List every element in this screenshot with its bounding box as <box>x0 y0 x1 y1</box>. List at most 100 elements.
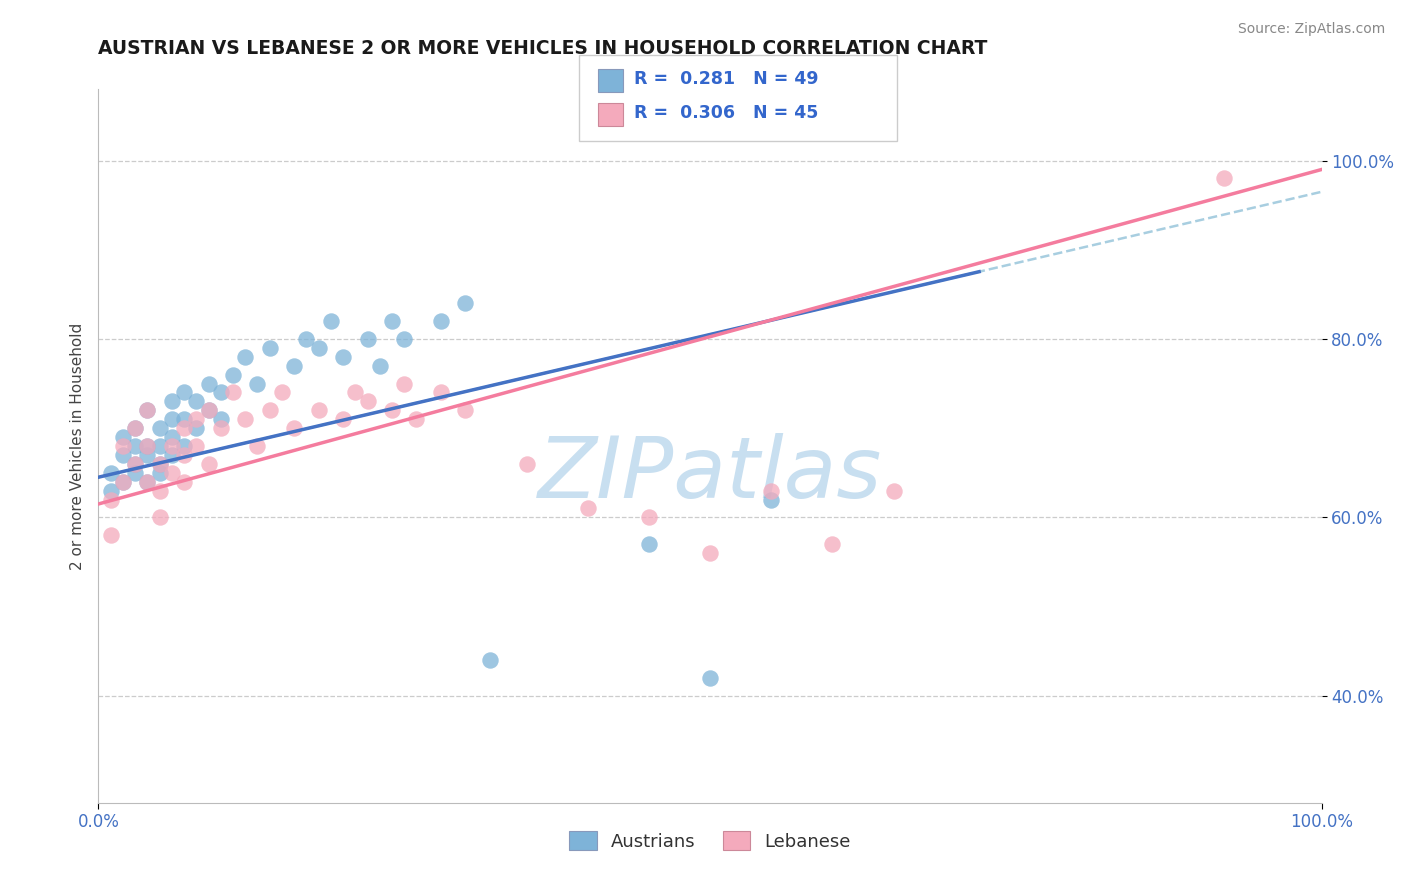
Point <box>160 430 183 444</box>
Point <box>160 394 183 409</box>
Text: R =  0.281   N = 49: R = 0.281 N = 49 <box>634 70 818 88</box>
Point <box>381 403 404 417</box>
Point <box>222 368 245 382</box>
Point <box>308 341 330 355</box>
Point <box>319 314 342 328</box>
Point <box>160 448 183 462</box>
Point <box>111 475 134 489</box>
Text: ZIPatlas: ZIPatlas <box>538 433 882 516</box>
Point <box>173 421 195 435</box>
Text: R =  0.306   N = 45: R = 0.306 N = 45 <box>634 104 818 122</box>
Point <box>356 394 378 409</box>
Point <box>111 439 134 453</box>
Point <box>283 421 305 435</box>
Point <box>430 385 453 400</box>
Point <box>332 412 354 426</box>
Point <box>111 475 134 489</box>
Point <box>454 296 477 310</box>
Point <box>160 439 183 453</box>
Point <box>197 457 219 471</box>
Point <box>246 376 269 391</box>
Point <box>136 448 159 462</box>
Point <box>368 359 391 373</box>
Text: Source: ZipAtlas.com: Source: ZipAtlas.com <box>1237 22 1385 37</box>
Point <box>124 421 146 435</box>
Point <box>308 403 330 417</box>
Point <box>883 483 905 498</box>
Point <box>381 314 404 328</box>
Point <box>454 403 477 417</box>
Point <box>344 385 367 400</box>
Point <box>295 332 318 346</box>
Point <box>136 403 159 417</box>
Point <box>149 439 172 453</box>
Point <box>173 385 195 400</box>
Point <box>259 341 281 355</box>
Point <box>124 466 146 480</box>
Point <box>100 492 122 507</box>
Point <box>173 475 195 489</box>
Point <box>173 439 195 453</box>
Point <box>761 492 783 507</box>
Point <box>149 483 172 498</box>
Point <box>761 483 783 498</box>
Point <box>149 510 172 524</box>
Point <box>111 448 134 462</box>
Point <box>160 412 183 426</box>
Point <box>124 421 146 435</box>
Point <box>246 439 269 453</box>
Point <box>136 475 159 489</box>
Point <box>124 457 146 471</box>
Point <box>136 403 159 417</box>
Point <box>197 403 219 417</box>
Point <box>233 412 256 426</box>
Point <box>111 430 134 444</box>
Point <box>186 439 208 453</box>
Point <box>576 501 599 516</box>
Point <box>699 671 721 685</box>
Point <box>124 439 146 453</box>
Point <box>100 483 122 498</box>
Point <box>259 403 281 417</box>
Point <box>209 412 232 426</box>
Point <box>699 546 721 560</box>
Point <box>160 466 183 480</box>
Point <box>136 439 159 453</box>
Point <box>100 528 122 542</box>
Point <box>515 457 537 471</box>
Point <box>197 403 219 417</box>
Point <box>100 466 122 480</box>
Point <box>173 412 195 426</box>
Point <box>478 653 501 667</box>
Text: AUSTRIAN VS LEBANESE 2 OR MORE VEHICLES IN HOUSEHOLD CORRELATION CHART: AUSTRIAN VS LEBANESE 2 OR MORE VEHICLES … <box>98 39 988 58</box>
Point <box>173 448 195 462</box>
Point <box>149 457 172 471</box>
Point <box>821 537 844 551</box>
Point <box>186 394 208 409</box>
Y-axis label: 2 or more Vehicles in Household: 2 or more Vehicles in Household <box>69 322 84 570</box>
Point <box>637 537 661 551</box>
Point <box>392 376 416 391</box>
Point <box>186 421 208 435</box>
Point <box>124 457 146 471</box>
Point <box>1212 171 1234 186</box>
Point <box>222 385 245 400</box>
Point <box>209 385 232 400</box>
Point <box>430 314 453 328</box>
Point <box>356 332 378 346</box>
Point <box>270 385 294 400</box>
Point <box>392 332 416 346</box>
Point <box>233 350 256 364</box>
Point <box>136 439 159 453</box>
Point <box>405 412 427 426</box>
Point <box>149 457 172 471</box>
Point <box>209 421 232 435</box>
Point <box>637 510 661 524</box>
Point <box>136 475 159 489</box>
Point <box>332 350 354 364</box>
Point <box>186 412 208 426</box>
Legend: Austrians, Lebanese: Austrians, Lebanese <box>562 824 858 858</box>
Point <box>149 466 172 480</box>
Point <box>283 359 305 373</box>
Point <box>197 376 219 391</box>
